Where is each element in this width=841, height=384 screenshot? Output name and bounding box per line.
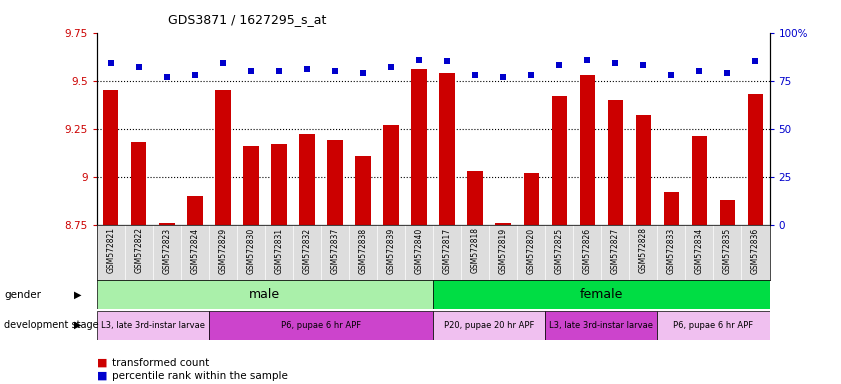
Bar (327, 140, 342, 225)
Point (525, 72, 538, 78)
Text: female: female (579, 288, 623, 301)
Point (468, 72, 482, 78)
Text: ▶: ▶ (74, 320, 81, 330)
Text: male: male (249, 288, 281, 301)
Point (104, 60, 118, 66)
Text: percentile rank within the sample: percentile rank within the sample (112, 371, 288, 381)
Text: GSM572825: GSM572825 (555, 227, 563, 273)
Bar (495, 223, 510, 225)
Bar (271, 144, 287, 225)
Text: ■: ■ (97, 358, 107, 368)
Point (328, 68, 341, 74)
Text: development stage: development stage (4, 320, 99, 330)
Text: P6, pupae 6 hr APF: P6, pupae 6 hr APF (281, 321, 361, 330)
Point (553, 62, 566, 68)
Text: GSM572837: GSM572837 (331, 227, 340, 274)
Bar (545, 311, 658, 340)
Text: GSM572822: GSM572822 (135, 227, 143, 273)
Point (580, 56, 594, 63)
Bar (636, 115, 651, 225)
Text: GDS3871 / 1627295_s_at: GDS3871 / 1627295_s_at (168, 13, 326, 26)
Bar (433, 280, 770, 309)
Bar (439, 73, 455, 225)
Text: GSM572835: GSM572835 (723, 227, 732, 274)
Point (384, 64, 398, 70)
Point (496, 74, 510, 80)
Text: GSM572821: GSM572821 (106, 227, 115, 273)
Text: ■: ■ (97, 371, 107, 381)
Bar (523, 173, 539, 225)
Point (412, 56, 426, 63)
Bar (209, 311, 433, 340)
Bar (433, 311, 545, 340)
Text: ▶: ▶ (74, 290, 81, 300)
Bar (131, 142, 146, 225)
Text: GSM572839: GSM572839 (387, 227, 395, 274)
Bar (159, 223, 174, 225)
Text: GSM572823: GSM572823 (162, 227, 172, 273)
Point (244, 68, 257, 74)
Text: GSM572833: GSM572833 (667, 227, 676, 274)
Bar (658, 311, 770, 340)
Point (216, 60, 230, 66)
Bar (579, 75, 595, 225)
Text: P20, pupae 20 hr APF: P20, pupae 20 hr APF (444, 321, 534, 330)
Bar (691, 136, 707, 225)
Point (441, 58, 454, 65)
Text: GSM572832: GSM572832 (303, 227, 311, 273)
Point (748, 58, 762, 65)
Bar (383, 125, 399, 225)
Text: GSM572819: GSM572819 (499, 227, 508, 273)
Point (637, 62, 650, 68)
Text: GSM572830: GSM572830 (246, 227, 256, 274)
Text: GSM572827: GSM572827 (611, 227, 620, 273)
Text: GSM572826: GSM572826 (583, 227, 592, 273)
Bar (215, 90, 230, 225)
Point (693, 68, 706, 74)
Text: L3, late 3rd-instar larvae: L3, late 3rd-instar larvae (549, 321, 653, 330)
Text: GSM572840: GSM572840 (415, 227, 424, 274)
Bar (97, 311, 209, 340)
Text: GSM572831: GSM572831 (274, 227, 283, 273)
Point (721, 70, 734, 76)
Bar (355, 156, 371, 225)
Bar (187, 196, 203, 225)
Bar (748, 94, 763, 225)
Bar (97, 280, 433, 309)
Text: GSM572829: GSM572829 (219, 227, 227, 273)
Point (272, 68, 286, 74)
Text: GSM572818: GSM572818 (471, 227, 479, 273)
Text: GSM572824: GSM572824 (190, 227, 199, 273)
Text: P6, pupae 6 hr APF: P6, pupae 6 hr APF (674, 321, 754, 330)
Text: GSM572828: GSM572828 (639, 227, 648, 273)
Bar (103, 90, 119, 225)
Point (188, 72, 202, 78)
Point (609, 60, 622, 66)
Text: transformed count: transformed count (112, 358, 209, 368)
Bar (552, 96, 567, 225)
Bar (243, 146, 258, 225)
Text: GSM572834: GSM572834 (695, 227, 704, 274)
Bar (299, 134, 315, 225)
Point (357, 70, 370, 76)
Bar (720, 200, 735, 225)
Bar (468, 171, 483, 225)
Text: GSM572836: GSM572836 (751, 227, 760, 274)
Text: GSM572838: GSM572838 (358, 227, 368, 273)
Point (132, 64, 145, 70)
Bar (411, 69, 426, 225)
Text: GSM572820: GSM572820 (526, 227, 536, 273)
Point (160, 74, 173, 80)
Text: GSM572817: GSM572817 (442, 227, 452, 273)
Point (664, 72, 678, 78)
Text: L3, late 3rd-instar larvae: L3, late 3rd-instar larvae (101, 321, 204, 330)
Bar (607, 100, 623, 225)
Text: gender: gender (4, 290, 41, 300)
Point (300, 66, 314, 72)
Bar (664, 192, 679, 225)
